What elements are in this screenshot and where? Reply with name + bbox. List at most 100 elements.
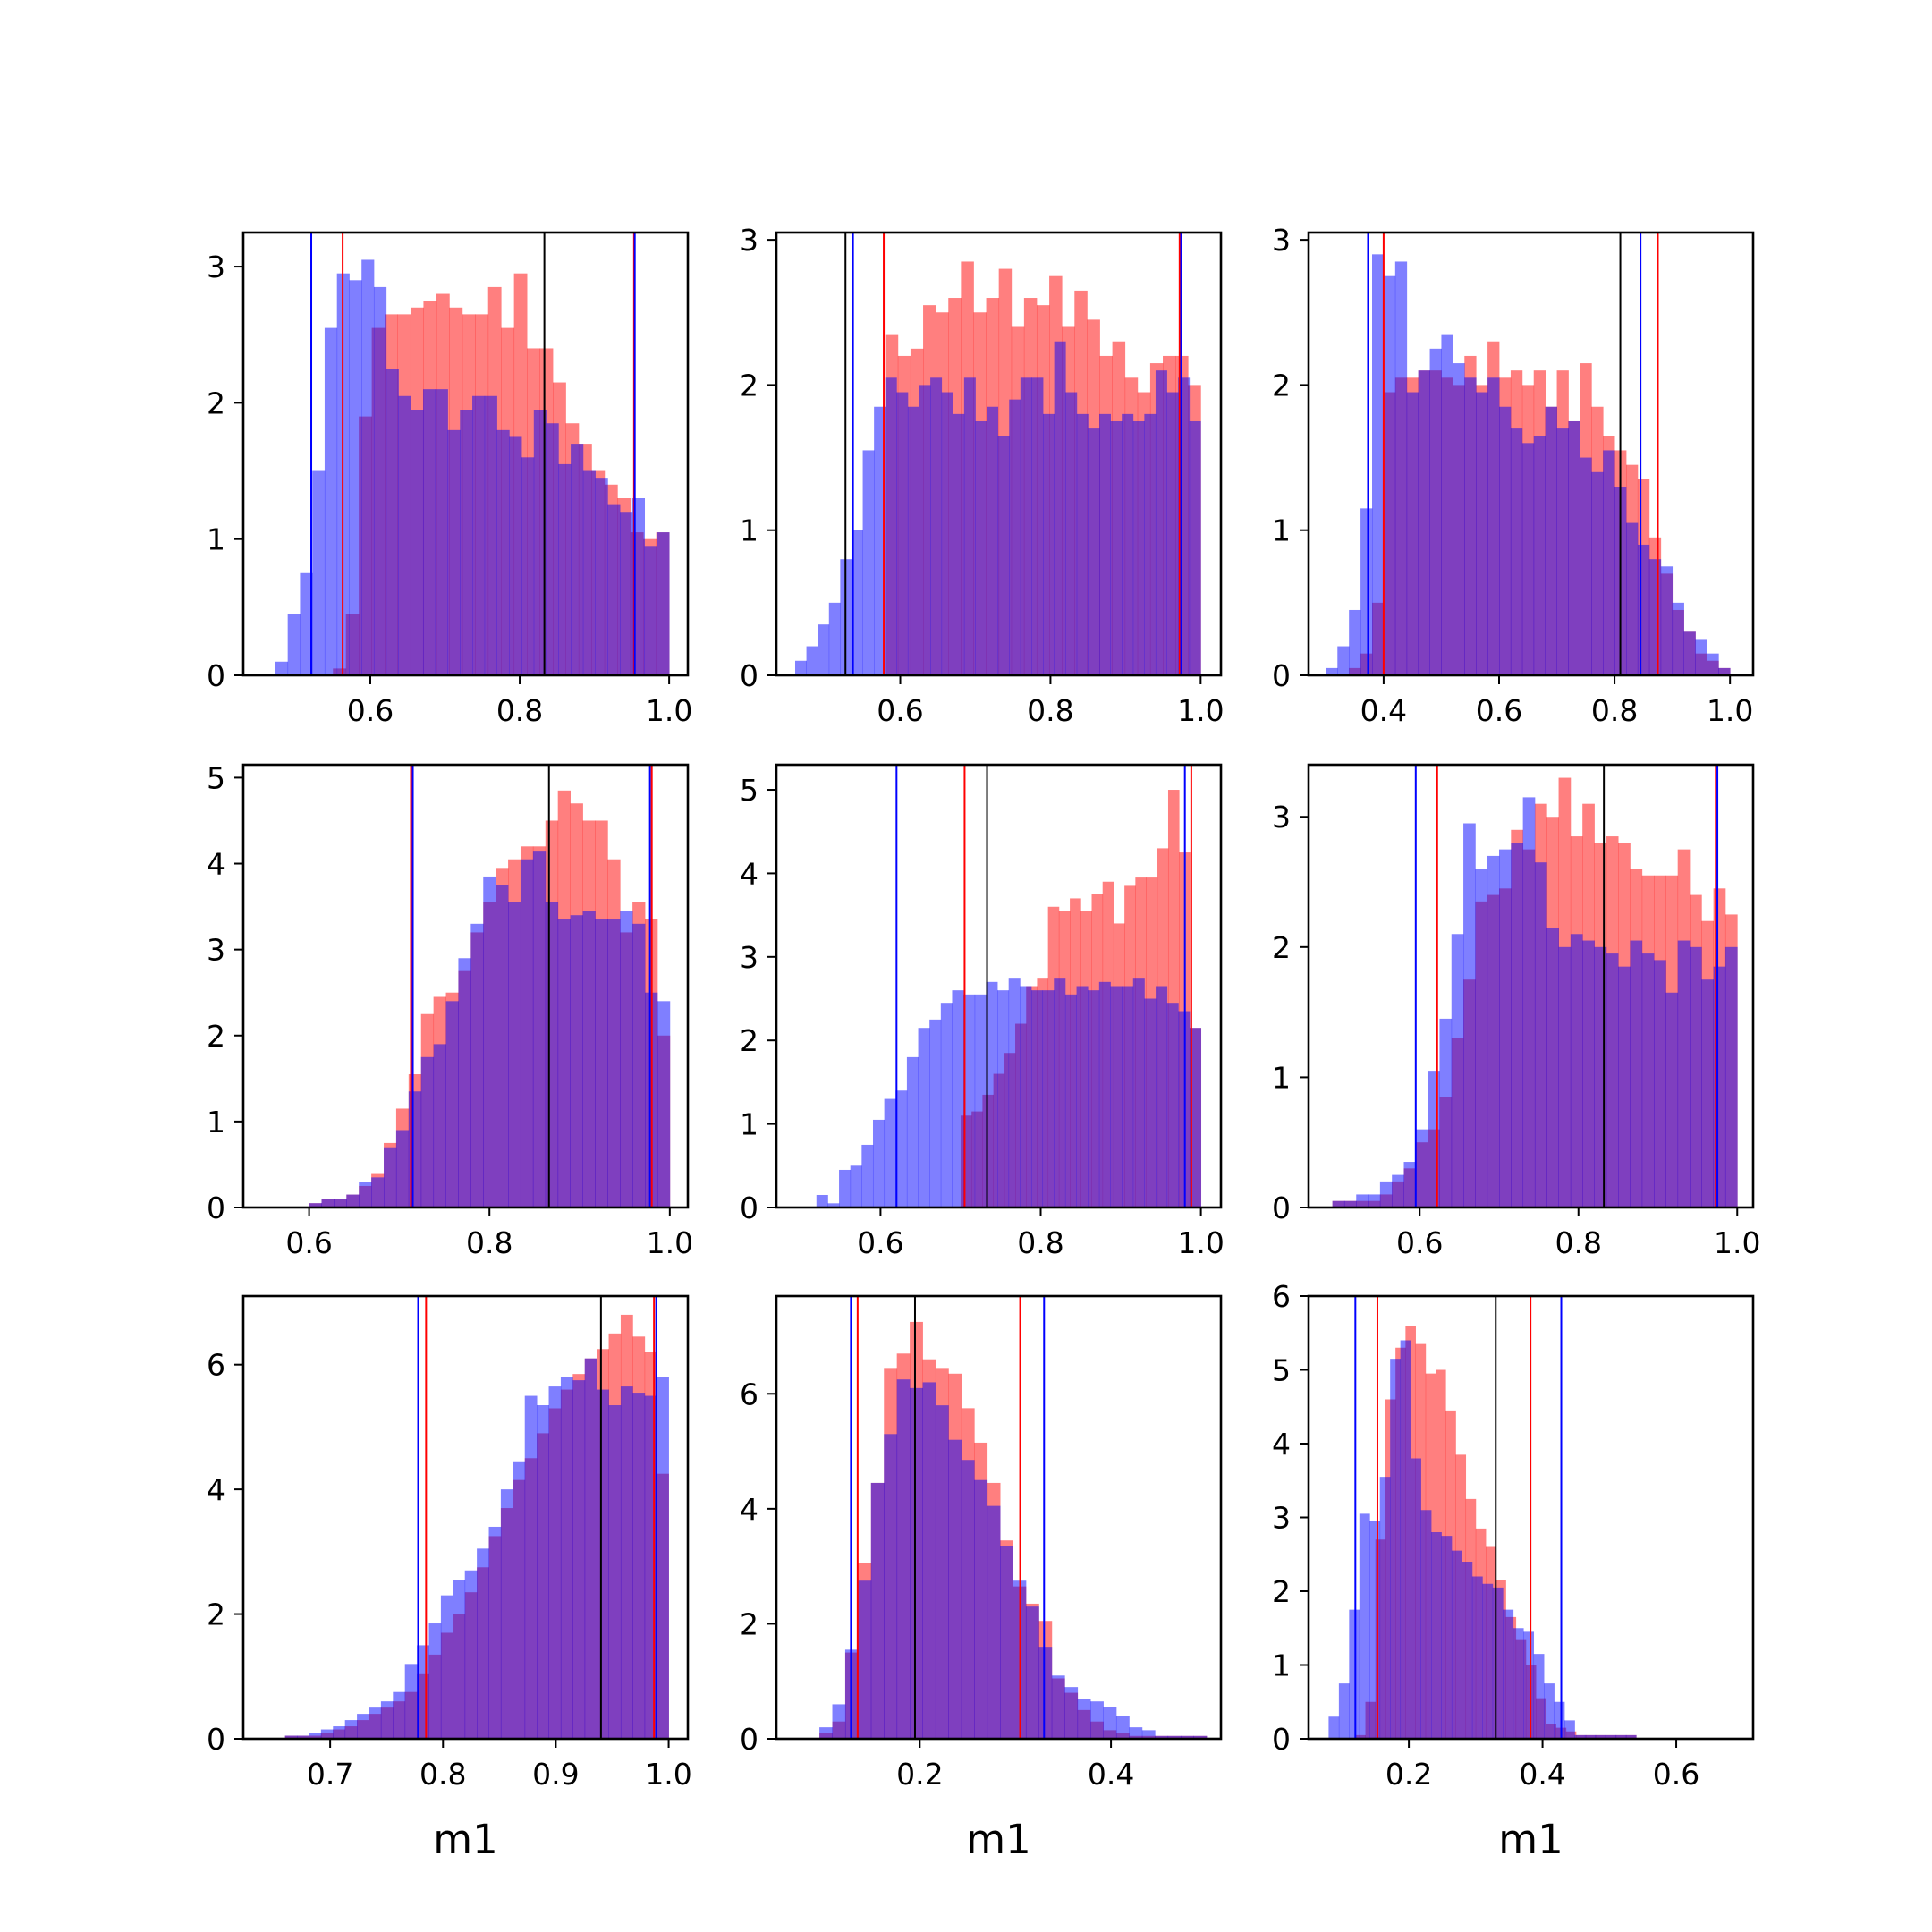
hist-bar-blue <box>1677 940 1690 1208</box>
y-tick-label: 6 <box>1272 1279 1291 1314</box>
subplot-9: 0.2 0.4 0.6 0 1 2 3 4 5 6 m1 <box>1272 1279 1755 1863</box>
hist-bar-blue <box>595 478 608 675</box>
hist-bar-blue <box>484 395 497 675</box>
hist-bar-blue <box>1383 275 1396 675</box>
hist-bar-blue <box>1463 823 1476 1208</box>
hist-bar-blue <box>1582 940 1595 1208</box>
hist-bar-blue <box>1554 1701 1565 1739</box>
hist-bar-blue <box>537 1405 549 1739</box>
hist-bar-blue <box>1008 978 1021 1208</box>
hist-bar-blue <box>1009 399 1021 675</box>
hist-bar-blue <box>644 1395 657 1739</box>
y-tick-label: 1 <box>1272 1060 1291 1095</box>
hist-bar-blue <box>458 958 471 1208</box>
y-tick-label: 2 <box>1272 930 1291 965</box>
x-tick-label: 0.6 <box>1653 1757 1699 1792</box>
hist-bar-blue <box>1574 1734 1586 1739</box>
hist-bar-blue <box>453 1580 466 1739</box>
hist-bar-blue <box>657 1377 669 1739</box>
hist-bar-blue <box>1338 1683 1350 1739</box>
hist-bar-blue <box>275 661 289 675</box>
hist-bar-blue <box>477 1548 489 1739</box>
hist-bar-blue <box>974 994 987 1208</box>
plot-area <box>816 765 1202 1208</box>
subplot-6: 0.6 0.8 1.0 0 1 2 3 <box>1272 763 1760 1260</box>
hist-bar-blue <box>1020 377 1032 675</box>
y-tick-label: 3 <box>1272 800 1291 835</box>
hist-bar-blue <box>386 369 399 675</box>
hist-bar-blue <box>1110 420 1123 675</box>
hist-bar-blue <box>1189 420 1201 675</box>
hist-bar-blue <box>919 385 931 675</box>
hist-bar-blue <box>404 1664 418 1739</box>
hist-bar-blue <box>584 1358 597 1739</box>
hist-bar-blue <box>545 902 559 1208</box>
hist-bar-blue <box>560 1377 573 1739</box>
hist-bar-blue <box>987 1505 1001 1739</box>
x-tick-label: 0.2 <box>1385 1757 1432 1792</box>
hist-bar-blue <box>1343 1200 1357 1208</box>
hist-bar-blue <box>284 1735 298 1739</box>
hist-bar-blue <box>963 377 976 675</box>
hist-bar-blue <box>1155 370 1167 675</box>
hist-bar-blue <box>1420 1510 1432 1739</box>
hist-bar-blue <box>1076 986 1089 1208</box>
hist-bar-blue <box>975 420 987 675</box>
subplot-3: 0.4 0.6 0.8 1.0 0 1 2 3 <box>1272 223 1755 728</box>
hist-bar-blue <box>369 1707 382 1739</box>
hist-bar-blue <box>373 286 387 675</box>
x-tick-label: 0.6 <box>877 693 923 728</box>
subplot-1: 0.6 0.8 1.0 0 1 2 3 <box>207 231 692 728</box>
hist-bar-blue <box>393 1691 406 1739</box>
y-tick-label: 0 <box>207 658 225 693</box>
hist-bar-blue <box>1499 406 1512 675</box>
y-tick-label: 6 <box>740 1377 758 1411</box>
hist-bar-blue <box>398 395 411 675</box>
hist-bar-blue <box>1660 566 1674 675</box>
hist-bar-blue <box>1558 946 1572 1208</box>
x-tick-label: 0.8 <box>1591 693 1638 728</box>
hist-bar-blue <box>524 1395 538 1739</box>
y-tick-label: 2 <box>1272 1574 1291 1609</box>
hist-bar-blue <box>346 1194 360 1208</box>
hist-bar-blue <box>1326 667 1338 675</box>
hist-bar-blue <box>320 1729 334 1739</box>
hist-bar-blue <box>952 990 964 1208</box>
hist-bar-blue <box>1584 1734 1596 1739</box>
hist-bar-blue <box>1167 1735 1182 1739</box>
x-tick-label: 0.2 <box>896 1757 943 1792</box>
hist-bar-blue <box>1020 986 1032 1208</box>
hist-bar-blue <box>1476 392 1488 675</box>
y-tick-label: 0 <box>740 1191 758 1225</box>
hist-bar-blue <box>906 1056 919 1208</box>
hist-bar-blue <box>422 389 436 675</box>
hist-bar-blue <box>433 1044 446 1208</box>
y-tick-label: 1 <box>1272 513 1291 548</box>
plot-area <box>284 1296 669 1739</box>
hist-bar-blue <box>1534 862 1547 1208</box>
y-tick-label: 0 <box>207 1191 225 1225</box>
hist-bar-blue <box>827 1203 840 1208</box>
hist-bar-blue <box>940 1003 953 1208</box>
x-tick-label: 1.0 <box>1714 1225 1760 1260</box>
hist-bar-blue <box>974 1479 988 1739</box>
y-tick-label: 0 <box>740 1722 758 1757</box>
hist-bar-blue <box>1141 1730 1156 1739</box>
hist-bar-blue <box>395 1130 410 1208</box>
axes-frame <box>242 763 690 1209</box>
hist-bar-blue <box>1360 508 1373 675</box>
hist-bar-blue <box>1030 990 1044 1208</box>
hist-bar-blue <box>1400 1340 1411 1739</box>
hist-bar-blue <box>508 902 521 1208</box>
hist-bar-blue <box>839 1169 852 1208</box>
hist-bar-blue <box>1462 1562 1473 1739</box>
hist-bar-blue <box>1570 934 1583 1208</box>
y-tick-label: 5 <box>740 773 758 808</box>
hist-bar-blue <box>1098 981 1111 1208</box>
hist-bar-blue <box>1591 471 1604 675</box>
x-tick-label: 0.8 <box>496 693 543 728</box>
hist-bar-blue <box>1088 990 1100 1208</box>
hist-bar-blue <box>1431 1532 1442 1739</box>
hist-bar-blue <box>1521 443 1535 675</box>
x-tick-label: 0.6 <box>857 1225 903 1260</box>
